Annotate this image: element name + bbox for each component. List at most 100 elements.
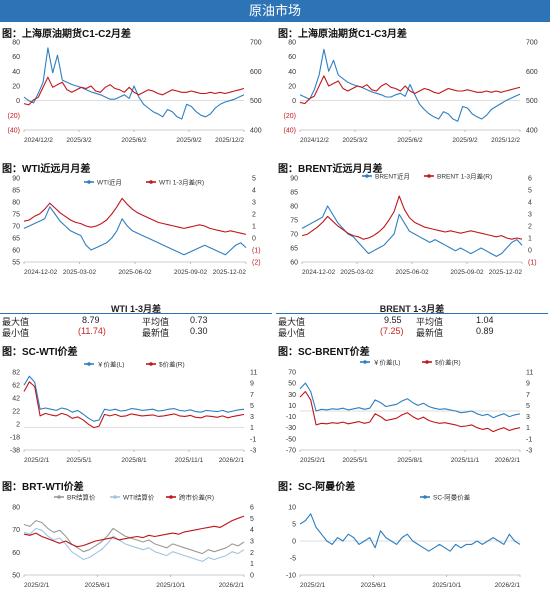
legend-dot [57,495,61,499]
y-left-tick-label: 40 [288,69,296,76]
y-left-tick-label: 30 [288,392,296,399]
x-tick-label: 2026/2/1 [219,457,245,464]
y-left-tick-label: 60 [290,260,298,267]
x-tick-label: 2025-09-02 [174,269,208,276]
y-left-tick-label: 60 [12,248,20,255]
legend-label: ￥价差(L) [97,360,124,369]
y-left-tick-label: 70 [288,370,296,377]
x-tick-label: 2025-06-02 [395,269,429,276]
x-tick-label: 2025/3/2 [342,137,368,144]
y-right-tick-label: 11 [526,370,533,377]
y-left-tick-label: 80 [12,200,20,207]
x-tick-label: 2025/6/2 [397,137,423,144]
y-right-tick-label: (1) [528,260,537,267]
x-tick-label: 2025/10/1 [156,582,185,589]
x-tick-label: 2025/12/2 [491,137,520,144]
y-left-tick-label: 0 [292,98,296,105]
legend-dot [365,174,369,178]
y-right-tick-label: 400 [526,128,538,135]
y-left-tick-label: 65 [12,236,20,243]
x-tick-label: 2025/12/2 [215,137,244,144]
y-right-tick-label: 7 [526,392,530,399]
y-right-tick-label: 400 [250,128,262,135]
legend-dot [427,174,431,178]
y-right-tick-label: 1 [250,561,254,568]
section-title-c8: 图：SC-阿曼价差 [278,482,356,493]
page-title: 原油市场 [0,0,550,22]
y-left-tick-label: (20) [8,113,20,120]
stat-avg-value: 1.04 [476,315,494,325]
y-left-tick-label: 85 [290,190,298,197]
y-left-tick-label: 80 [290,204,298,211]
stats-rule [0,313,272,314]
y-right-tick-label: 4 [250,527,254,534]
legend-label: WTI 1-3月差(R) [159,178,204,187]
x-tick-label: 2025/2/1 [300,457,326,464]
y-right-tick-label: 5 [250,516,254,523]
y-left-tick-label: 65 [290,246,298,253]
x-tick-label: 2025/8/1 [397,457,423,464]
y-right-tick-label: 500 [250,98,262,105]
legend-label: SC-阿曼价差 [433,493,471,502]
y-right-tick-label: 5 [528,188,532,195]
stat-max-label: 最大值 [278,317,306,327]
y-right-tick-label: 1 [528,236,532,243]
y-right-tick-label: 11 [250,370,257,377]
y-right-tick-label: 2 [528,224,532,231]
series-line-0 [23,375,245,422]
section-title-c1: 图：上海原油期货C1-C2月差 [2,29,131,40]
x-tick-label: 2026/2/1 [495,582,521,589]
y-left-tick-label: 40 [12,69,20,76]
series-line-2 [23,515,245,548]
x-tick-label: 2026/2/1 [495,457,521,464]
legend-dot [149,180,153,184]
y-left-tick-label: 0 [16,98,20,105]
x-tick-label: 2025/5/1 [342,457,368,464]
series-line-0 [23,520,245,555]
y-left-tick-label: 10 [288,505,296,512]
y-left-tick-label: 70 [290,232,298,239]
x-tick-label: 2025/11/1 [451,457,480,464]
section-title-c7: 图：BRT-WTI价差 [2,482,84,493]
section-title-c6: 图：SC-BRENT价差 [278,347,370,358]
section-title-c4: 图：BRENT近远月月差 [278,164,383,175]
legend-dot [169,495,173,499]
legend-label: WTI近月 [97,178,122,187]
stat-latest-value: 0.89 [476,326,494,336]
y-right-tick-label: -3 [526,448,532,455]
x-tick-label: 2025/2/1 [300,582,326,589]
y-left-tick-label: 20 [288,84,296,91]
y-right-tick-label: 2 [252,212,256,219]
y-left-tick-label: (40) [284,128,296,135]
x-tick-label: 2025/11/1 [175,457,204,464]
x-tick-label: 2025-09-02 [450,269,484,276]
y-left-tick-label: 70 [12,224,20,231]
stat-avg-label: 平均值 [142,317,170,327]
section-title-c5: 图：SC-WTI价差 [2,347,78,358]
x-tick-label: 2025-12-02 [489,269,523,276]
y-left-tick-label: 62 [12,383,20,390]
chart-sc-c1-c3: 80 60 40 20 0 (20) (40) 700 600 500 400 2024/12/2 20… [284,40,538,145]
y-left-tick-label: 75 [12,212,20,219]
legend-label: 跨市价差(R) [179,493,214,502]
y-left-tick-label: 90 [12,176,20,183]
y-left-tick-label: 50 [12,573,20,580]
x-tick-label: 2025/5/1 [66,457,92,464]
y-left-tick-label: 0 [292,539,296,546]
x-tick-label: 2025/6/2 [121,137,147,144]
y-left-tick-label: -38 [10,448,20,455]
y-left-tick-label: -10 [286,573,296,580]
y-right-tick-label: (1) [252,248,261,255]
series-line-0 [299,513,521,552]
x-tick-label: 2026/2/1 [219,582,245,589]
x-tick-label: 2025/2/1 [24,457,50,464]
section-title-c2: 图：上海原油期货C1-C3月差 [278,29,407,40]
y-left-tick-label: 60 [288,54,296,61]
x-tick-label: 2025/6/1 [361,582,387,589]
y-right-tick-label: 3 [250,414,254,421]
series-line-0 [299,382,521,419]
y-right-tick-label: 9 [526,381,530,388]
legend-dot [87,180,91,184]
y-right-tick-label: 500 [526,98,538,105]
